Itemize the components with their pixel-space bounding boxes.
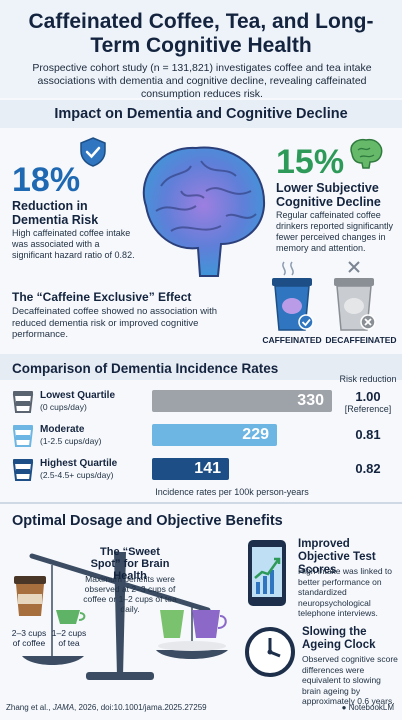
row-sublabel: (0 cups/day): [40, 402, 87, 412]
row-cup-icon: [12, 391, 34, 413]
benefit-test-scores-text: High intake was linked to better perform…: [298, 566, 393, 618]
dementia-risk-text: High caffeinated coffee intake was assoc…: [12, 228, 135, 260]
risk-reference-label: [Reference]: [344, 404, 392, 414]
cognitive-decline-text: Regular caffeinated coffee drinkers repo…: [276, 210, 394, 253]
bar-value-label: 229: [242, 426, 269, 443]
benefit-ageing-title: Slowing the Ageing Clock: [302, 626, 376, 651]
decaffeinated-caption: DECAFFEINATED: [325, 335, 397, 345]
shield-icon: [80, 137, 106, 167]
risk-value: 0.82: [355, 461, 381, 476]
balance-scale-icon: [14, 552, 228, 680]
axis-caption: Incidence rates per 100k person-years: [155, 487, 309, 497]
green-brain-icon: [350, 138, 383, 169]
brand-label: ● NotebookLM: [341, 703, 394, 712]
risk-value: 1.00: [355, 389, 381, 404]
row-sublabel: (1-2.5 cups/day): [40, 436, 102, 446]
incidence-bar: 141: [152, 458, 229, 480]
citation: Zhang et al., JAMA, 2026, doi:10.1001/ja…: [6, 703, 207, 712]
cognitive-decline-stat: 15%: [276, 143, 345, 181]
incidence-bar: 330: [152, 390, 332, 412]
impact-section-title: Impact on Dementia and Cognitive Decline: [54, 106, 348, 122]
section-divider: [0, 502, 402, 504]
phone-chart-icon: [248, 540, 286, 606]
dosage-section-title: Optimal Dosage and Objective Benefits: [12, 513, 283, 529]
clock-icon: [245, 627, 295, 677]
row-label: Lowest Quartile: [40, 390, 116, 401]
incidence-bar: 229: [152, 424, 277, 446]
risk-value: 0.81: [355, 427, 381, 442]
benefit-ageing-text: Observed cognitive score differences wer…: [302, 654, 398, 706]
impact-section-bar: [0, 100, 402, 128]
bar-value-label: 330: [297, 392, 324, 409]
comparison-section-bar: [0, 354, 402, 380]
row-label: Moderate: [40, 424, 85, 435]
sweet-spot-title: The “Sweet Spot” for Brain Health: [90, 546, 170, 582]
caffeinated-caption: CAFFEINATED: [262, 335, 322, 345]
risk-reduction-header: Risk reduction: [339, 374, 397, 384]
coffee-caption: 2–3 cups of coffee: [11, 628, 47, 648]
bar-value-label: 141: [194, 460, 221, 477]
brain-icon: [142, 146, 266, 277]
benefit-test-scores-title: Improved Objective Test Scores: [298, 538, 376, 576]
dementia-risk-stat: 18%: [12, 161, 81, 199]
comparison-section-title: Comparison of Dementia Incidence Rates: [12, 361, 279, 376]
dementia-risk-label: Reduction in Dementia Risk: [12, 199, 99, 227]
row-sublabel: (2.5-4.5+ cups/day): [40, 470, 114, 480]
row-cup-icon: [12, 459, 34, 481]
page-title: Caffeinated Coffee, Tea, and Long-Term C…: [28, 10, 374, 57]
caffeine-exclusive-title: The “Caffeine Exclusive” Effect: [12, 290, 192, 304]
row-label: Highest Quartile: [40, 458, 118, 469]
sweet-spot-text: Maximum benefits were observed at 2–3 cu…: [83, 574, 177, 614]
cognitive-decline-label: Lower Subjective Cognitive Decline: [276, 181, 381, 209]
caffeine-exclusive-text: Decaffeinated coffee showed no associati…: [12, 306, 218, 340]
row-cup-icon: [12, 425, 34, 447]
tea-caption: 1–2 cups of tea: [51, 628, 87, 648]
decaffeinated-cup-icon: [334, 261, 376, 331]
intro-text: Prospective cohort study (n = 131,821) i…: [32, 62, 372, 100]
caffeinated-cup-icon: [272, 261, 314, 331]
header-band: [0, 0, 402, 98]
